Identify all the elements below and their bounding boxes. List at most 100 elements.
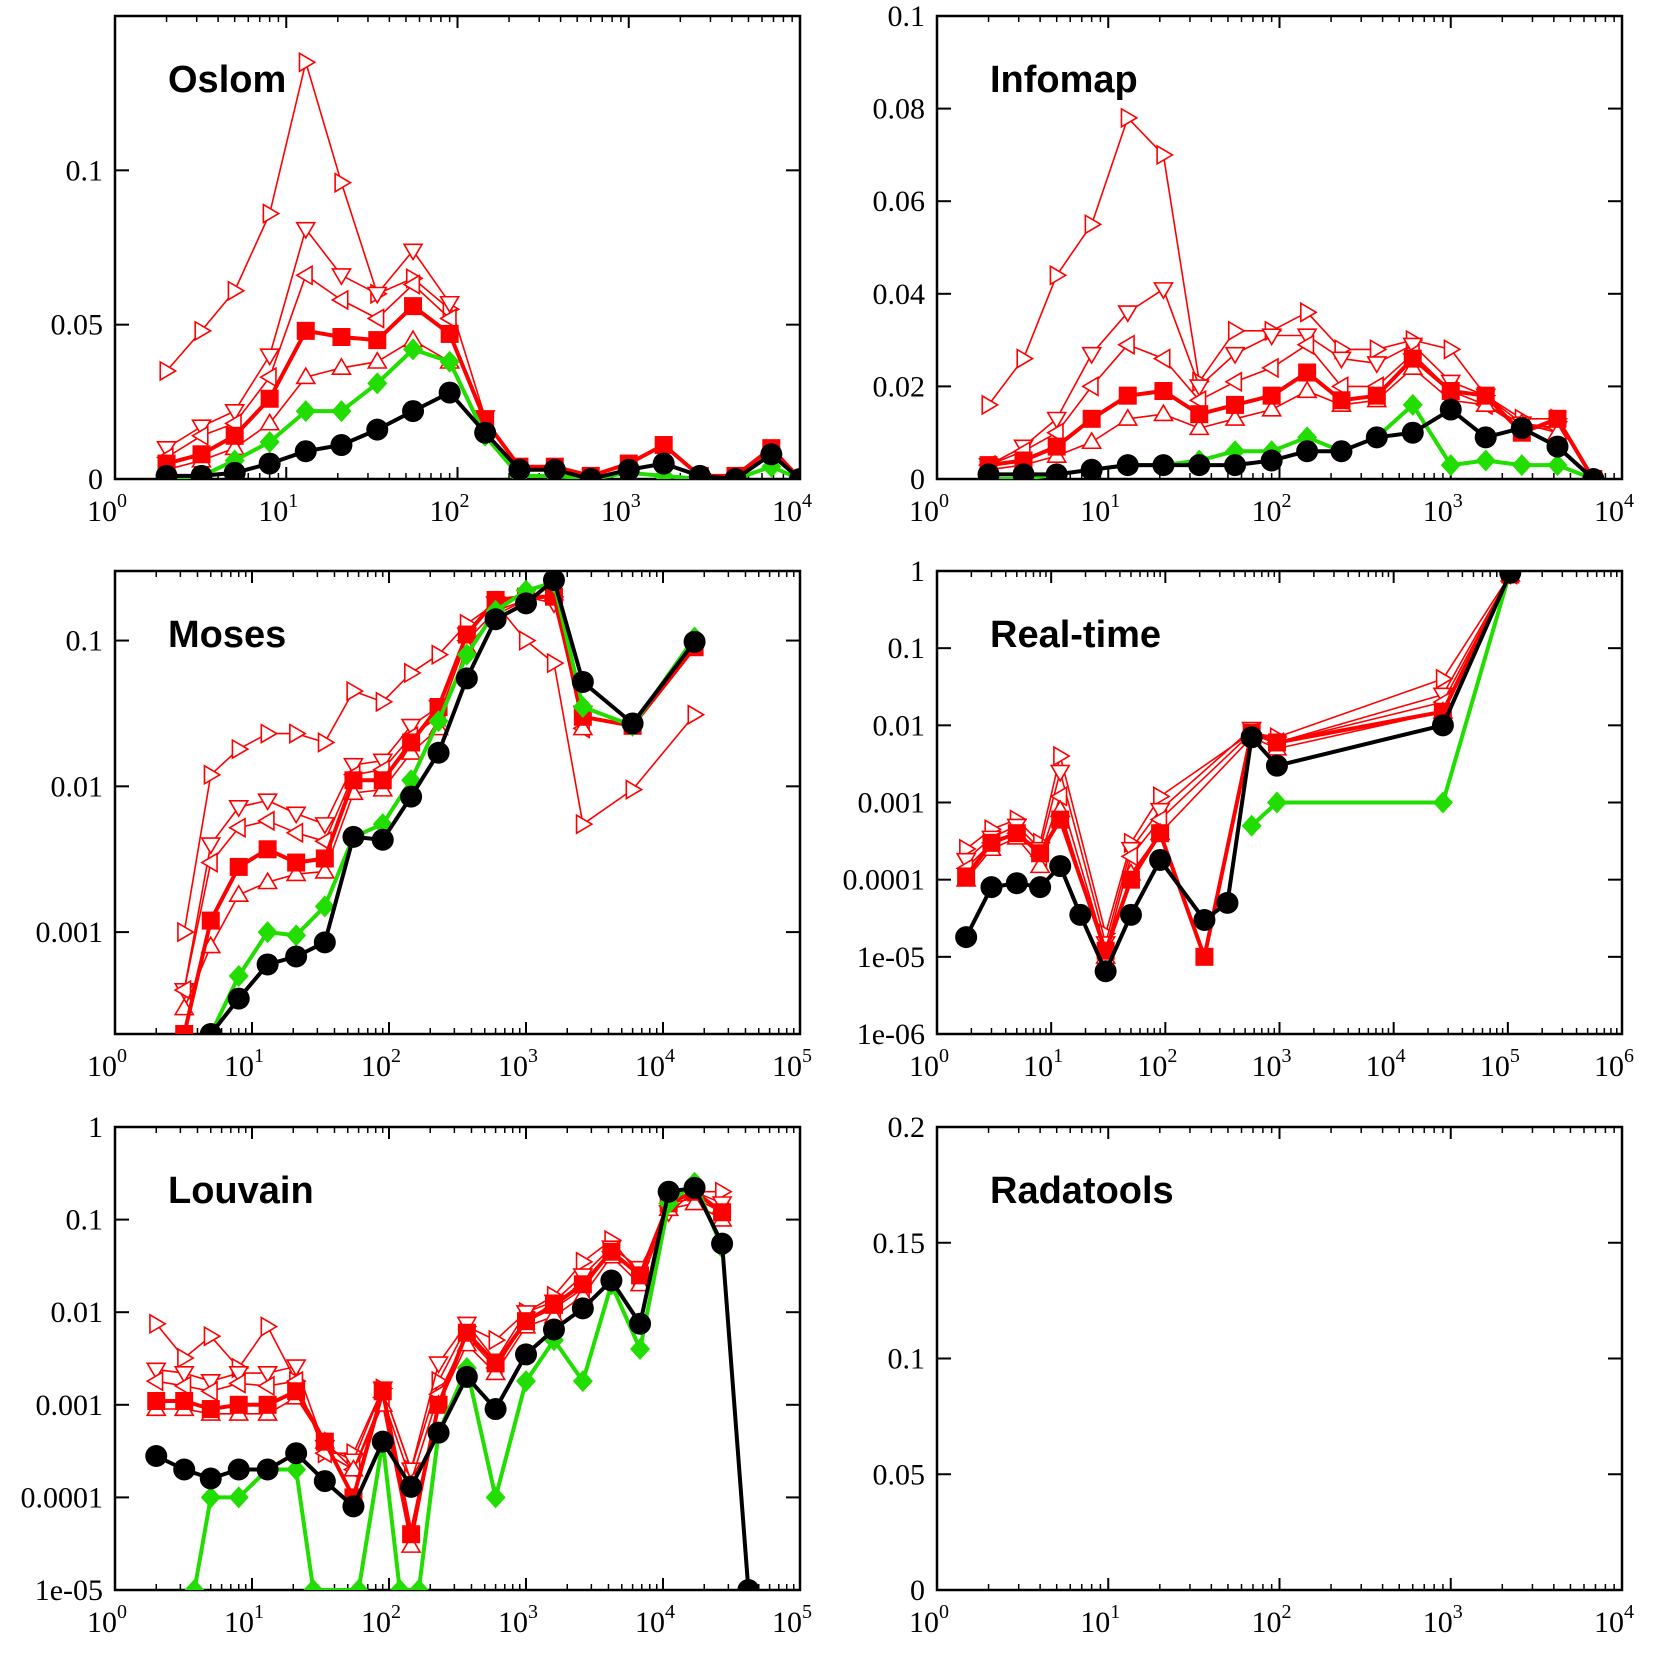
data-point-square bbox=[544, 1295, 563, 1314]
data-point-down-triangle bbox=[228, 1365, 250, 1384]
data-point-left-triangle bbox=[1152, 348, 1171, 370]
x-tick-label: 100 bbox=[87, 490, 127, 528]
data-point-right-triangle bbox=[177, 1347, 195, 1369]
data-point-circle bbox=[955, 926, 978, 949]
x-tick-base: 10 bbox=[909, 495, 939, 528]
x-tick-base: 10 bbox=[601, 495, 631, 528]
y-tick-label: 0.05 bbox=[51, 309, 104, 342]
x-tick-exponent: 2 bbox=[1282, 490, 1292, 512]
plot-frame bbox=[113, 569, 802, 1036]
data-point-diamond bbox=[1402, 393, 1423, 416]
x-tick-label: 104 bbox=[772, 490, 812, 528]
data-point-circle bbox=[1119, 903, 1142, 926]
x-tick-base: 10 bbox=[361, 1606, 391, 1639]
x-tick-base: 10 bbox=[772, 495, 802, 528]
data-point-circle bbox=[285, 945, 308, 968]
data-point-up-triangle bbox=[684, 1192, 705, 1211]
data-point-circle bbox=[1029, 876, 1052, 899]
data-point-circle bbox=[342, 825, 365, 848]
data-point-circle bbox=[294, 440, 317, 463]
data-point-diamond bbox=[331, 400, 352, 423]
data-point-down-triangle bbox=[257, 1365, 279, 1384]
x-tick-base: 10 bbox=[1252, 1050, 1282, 1083]
x-tick-exponent: 5 bbox=[802, 1045, 812, 1067]
x-tick-base: 10 bbox=[635, 1606, 665, 1639]
data-point-circle bbox=[313, 931, 336, 954]
data-point-down-triangle bbox=[366, 286, 388, 305]
x-tick-base: 10 bbox=[909, 1606, 939, 1639]
data-point-left-triangle bbox=[402, 274, 421, 295]
x-tick-exponent: 0 bbox=[117, 1601, 127, 1623]
data-point-right-triangle bbox=[1084, 213, 1103, 235]
data-point-diamond bbox=[184, 1579, 205, 1590]
x-tick-label: 104 bbox=[635, 1601, 675, 1639]
y-tick-label: 0.0001 bbox=[843, 864, 926, 897]
data-point-right-triangle bbox=[518, 630, 537, 651]
data-point-square bbox=[1007, 824, 1026, 843]
series-line-circle bbox=[209, 578, 697, 1034]
data-point-right-triangle bbox=[546, 652, 565, 674]
x-tick-label: 104 bbox=[1366, 1045, 1406, 1083]
y-tick-label: 0.001 bbox=[36, 1389, 104, 1422]
data-point-circle bbox=[617, 458, 640, 479]
data-point-up-triangle bbox=[400, 1535, 422, 1553]
data-point-left-triangle bbox=[145, 1370, 164, 1392]
data-point-circle bbox=[1049, 855, 1072, 878]
x-tick-base: 10 bbox=[224, 1606, 254, 1639]
plot-frame bbox=[113, 1125, 802, 1592]
x-tick-base: 10 bbox=[1080, 495, 1110, 528]
x-tick-base: 10 bbox=[1080, 1606, 1110, 1639]
data-point-left-triangle bbox=[200, 1380, 218, 1402]
data-point-circle bbox=[724, 468, 747, 479]
data-point-left-triangle bbox=[295, 264, 313, 286]
data-point-circle bbox=[629, 1312, 652, 1335]
data-point-circle bbox=[688, 464, 711, 479]
data-point-down-triangle bbox=[1366, 356, 1388, 374]
data-point-square bbox=[1190, 405, 1209, 424]
data-point-right-triangle bbox=[227, 280, 246, 302]
x-tick-base: 10 bbox=[430, 495, 460, 528]
data-point-diamond bbox=[428, 710, 449, 733]
series-line-diamond bbox=[1250, 571, 1513, 828]
y-tick-label: 0.15 bbox=[873, 1227, 926, 1260]
data-point-circle bbox=[760, 443, 783, 466]
data-point-circle bbox=[621, 712, 644, 735]
data-point-diamond bbox=[259, 430, 280, 453]
data-point-square bbox=[1096, 941, 1115, 960]
x-tick-base: 10 bbox=[1252, 495, 1282, 528]
x-tick-label: 100 bbox=[909, 1045, 949, 1083]
data-point-square bbox=[344, 771, 363, 790]
data-point-right-triangle bbox=[262, 203, 281, 224]
x-tick-label: 101 bbox=[224, 1045, 264, 1083]
data-point-circle bbox=[1216, 891, 1239, 914]
data-point-circle bbox=[199, 1023, 222, 1034]
y-tick-label: 0.2 bbox=[888, 1111, 926, 1144]
data-point-left-triangle bbox=[1120, 846, 1139, 867]
data-point-circle bbox=[1499, 571, 1522, 584]
x-tick-base: 10 bbox=[1137, 1050, 1167, 1083]
x-tick-exponent: 1 bbox=[254, 1045, 264, 1067]
data-point-up-triangle bbox=[295, 366, 317, 385]
data-point-circle bbox=[711, 1232, 734, 1255]
y-tick-label: 0 bbox=[88, 463, 103, 496]
x-tick-base: 10 bbox=[772, 1606, 802, 1639]
data-point-up-triangle bbox=[1029, 855, 1051, 874]
data-point-down-triangle bbox=[295, 221, 317, 240]
data-point-circle bbox=[256, 1458, 279, 1481]
data-point-up-triangle bbox=[285, 863, 307, 882]
x-tick-exponent: 2 bbox=[1282, 1601, 1292, 1623]
data-point-circle bbox=[1546, 435, 1569, 458]
x-tick-exponent: 2 bbox=[460, 490, 470, 512]
data-point-square bbox=[404, 297, 423, 316]
data-point-square bbox=[332, 328, 351, 347]
data-point-circle bbox=[1116, 454, 1139, 477]
x-tick-label: 100 bbox=[909, 490, 949, 528]
data-point-diamond bbox=[572, 696, 593, 719]
data-point-left-triangle bbox=[228, 1373, 246, 1394]
chart-panel-infomap: 100 101 102 103 10400.020.040.060.080.1Infom… bbox=[873, 0, 1635, 528]
data-point-circle bbox=[1365, 426, 1388, 449]
x-tick-label: 102 bbox=[430, 490, 470, 528]
data-point-circle bbox=[223, 461, 246, 479]
x-tick-label: 105 bbox=[772, 1045, 812, 1083]
